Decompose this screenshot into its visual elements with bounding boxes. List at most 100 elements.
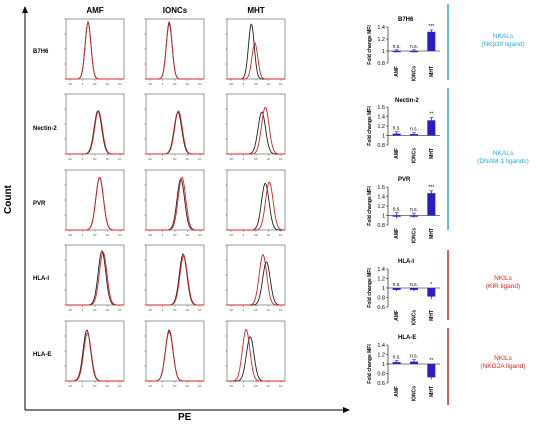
bar-y-tick-label: 1.4 bbox=[377, 343, 385, 349]
histogram-tick-label: 10⁴ bbox=[267, 308, 271, 312]
histogram-tick-label: 10⁴ bbox=[106, 82, 110, 86]
bar-title-pvr: PVR bbox=[398, 177, 411, 183]
histogram-tick-label: 10⁵ bbox=[198, 157, 202, 161]
bar-category-label: AMF bbox=[394, 386, 400, 397]
histogram-tick-label: 10⁴ bbox=[106, 233, 110, 237]
histogram-tick-label: 10⁴ bbox=[186, 82, 190, 86]
histogram-tick-label: 10³ bbox=[254, 157, 258, 161]
bar-y-tick-label: 1.6 bbox=[377, 185, 385, 191]
histogram-tick-label: 10³ bbox=[93, 157, 97, 161]
bar-y-tick-label: 1.2 bbox=[377, 124, 385, 130]
histogram-tick-label: 0 bbox=[243, 82, 245, 86]
treated-histogram bbox=[66, 176, 124, 231]
bar-title-b7h6: B7H6 bbox=[398, 17, 414, 23]
histogram-tick-label: 0 bbox=[243, 157, 245, 161]
bar-category-label: MHT bbox=[429, 310, 435, 321]
bar-title-hla-e: HLA-E bbox=[398, 335, 417, 341]
significance-label: n.s. bbox=[410, 44, 418, 50]
bar-category-label: IONCs bbox=[412, 228, 418, 244]
histogram-tick-label: 0 bbox=[82, 308, 84, 312]
bar-y-tick-label: 0.6 bbox=[377, 305, 385, 311]
histogram-panel bbox=[226, 18, 286, 80]
row-label-nectin2: Nectin-2 bbox=[33, 126, 57, 132]
histogram-tick-label: 10⁵ bbox=[198, 233, 202, 237]
bar-category-label: IONCs bbox=[412, 386, 418, 402]
histogram-tick-label: 10⁵ bbox=[118, 157, 122, 161]
histogram-tick-label: 10⁴ bbox=[267, 82, 271, 86]
x-axis-label: PE bbox=[178, 412, 192, 423]
treated-histogram bbox=[146, 331, 204, 382]
significance-label: ** bbox=[429, 111, 433, 117]
significance-label: n.s. bbox=[410, 354, 418, 360]
bar-y-tick-label: 0.8 bbox=[377, 61, 385, 67]
histogram-tick-label: 0 bbox=[243, 233, 245, 237]
bar-y-tick-label: 1 bbox=[382, 49, 385, 55]
bar-y-tick-label: 1 bbox=[382, 286, 385, 292]
histogram-tick-label: 10⁴ bbox=[267, 233, 271, 237]
group-title: NKILs bbox=[494, 275, 512, 282]
histogram-tick-label: 10⁵ bbox=[198, 384, 202, 388]
histogram-tick-label: 0 bbox=[162, 384, 164, 388]
row-label-hla-e: HLA-E bbox=[33, 352, 52, 358]
treated-histogram bbox=[227, 106, 285, 155]
bar-y-tick-label: 1.2 bbox=[377, 204, 385, 210]
bar-category-label: IONCs bbox=[412, 310, 418, 326]
histogram-tick-label: -10³ bbox=[68, 308, 73, 312]
group-title: NKALs bbox=[492, 150, 514, 157]
histogram-tick-label: 0 bbox=[82, 157, 84, 161]
histogram-tick-label: 10⁴ bbox=[186, 157, 190, 161]
bar-category-label: MHT bbox=[429, 66, 435, 77]
treated-histogram bbox=[66, 251, 124, 306]
histogram-tick-label: 10⁴ bbox=[186, 308, 190, 312]
histogram-panel bbox=[226, 93, 286, 155]
treated-histogram bbox=[146, 110, 204, 155]
bar-y-tick-label: 0.8 bbox=[377, 143, 385, 149]
treated-histogram bbox=[66, 332, 124, 382]
bar-y-label: Fold change MFI bbox=[367, 25, 373, 65]
bar-category-label: MHT bbox=[429, 228, 435, 239]
histogram-tick-label: 10⁴ bbox=[106, 384, 110, 388]
bar bbox=[427, 193, 436, 216]
histogram-tick-label: 10⁴ bbox=[267, 384, 271, 388]
histogram-tick-label: 10⁴ bbox=[106, 157, 110, 161]
histogram-tick-label: 10⁴ bbox=[186, 233, 190, 237]
group-subtitle: (NKG2A ligand) bbox=[480, 363, 526, 371]
histogram-tick-label: 10⁵ bbox=[279, 157, 283, 161]
histogram-tick-label: 0 bbox=[82, 233, 84, 237]
histogram-panel bbox=[145, 320, 205, 382]
group-subtitle: (NKp30 ligand) bbox=[481, 41, 525, 49]
significance-label: * bbox=[430, 282, 432, 288]
histogram-tick-label: -10³ bbox=[229, 157, 234, 161]
histogram-tick-label: -10³ bbox=[229, 82, 234, 86]
bar-category-label: MHT bbox=[429, 386, 435, 397]
histogram-tick-label: 0 bbox=[162, 308, 164, 312]
column-header-mht: MHT bbox=[247, 6, 265, 15]
histogram-tick-label: 10³ bbox=[254, 233, 258, 237]
row-label-hla-i: HLA-I bbox=[33, 276, 49, 282]
histogram-tick-label: 0 bbox=[82, 82, 84, 86]
significance-label: n.s. bbox=[393, 44, 401, 50]
significance-label: n.s. bbox=[393, 355, 401, 361]
bar-y-tick-label: 1.4 bbox=[377, 25, 385, 31]
histogram-tick-label: -10³ bbox=[229, 233, 234, 237]
significance-label: n.s. bbox=[410, 282, 418, 288]
histogram-tick-label: 10³ bbox=[254, 82, 258, 86]
histogram-tick-label: -10³ bbox=[148, 384, 153, 388]
histogram-panel bbox=[65, 320, 125, 382]
histogram-tick-label: 10⁴ bbox=[186, 384, 190, 388]
treated-histogram bbox=[146, 255, 204, 306]
significance-label: n.s. bbox=[393, 126, 401, 132]
histogram-tick-label: -10³ bbox=[148, 308, 153, 312]
treated-histogram bbox=[146, 22, 204, 80]
bar bbox=[427, 31, 436, 51]
histogram-tick-label: -10³ bbox=[68, 82, 73, 86]
histogram-tick-label: -10³ bbox=[68, 384, 73, 388]
bar-y-tick-label: 1.2 bbox=[377, 353, 385, 359]
significance-label: *** bbox=[428, 24, 434, 30]
histogram-tick-label: 10³ bbox=[173, 233, 177, 237]
bar-y-label: Fold change MFI bbox=[367, 344, 373, 384]
group-subtitle: (KIR ligand) bbox=[485, 283, 521, 291]
histogram-tick-label: 10⁵ bbox=[118, 384, 122, 388]
histogram-panel bbox=[226, 169, 286, 231]
bar-category-label: AMF bbox=[394, 228, 400, 239]
